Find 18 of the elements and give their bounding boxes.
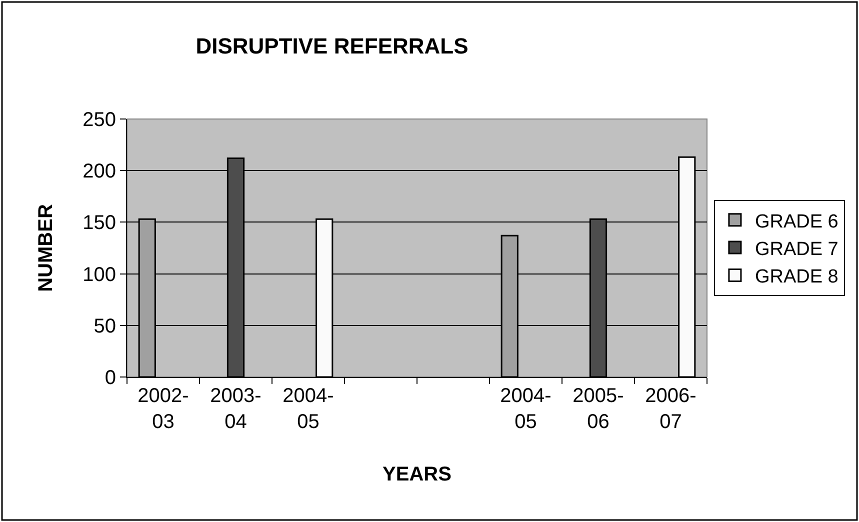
x-tick-label: 2006-07 <box>645 385 696 433</box>
y-tick-label: 50 <box>94 315 116 338</box>
y-tick-label: 200 <box>82 160 116 183</box>
x-tick-label: 2004-05 <box>282 385 334 433</box>
y-axis-title: NUMBER <box>35 204 58 292</box>
x-tick-label: 2003-04 <box>210 385 262 433</box>
legend-label: GRADE 7 <box>754 238 838 260</box>
x-tick-label: 2005-06 <box>572 385 624 433</box>
y-tick-label: 100 <box>82 264 116 286</box>
y-tick-label: 250 <box>82 109 116 131</box>
legend-label: GRADE 6 <box>754 211 838 232</box>
x-axis-title: YEARS <box>382 464 452 486</box>
y-tick-label: 150 <box>82 212 116 234</box>
legend-label: GRADE 8 <box>754 266 838 288</box>
x-tick-label: 2004-05 <box>500 385 552 433</box>
chart-title: DISRUPTIVE REFERRALS <box>196 34 468 59</box>
x-tick-label: 2002-03 <box>138 385 189 433</box>
y-tick-label: 0 <box>104 367 116 389</box>
